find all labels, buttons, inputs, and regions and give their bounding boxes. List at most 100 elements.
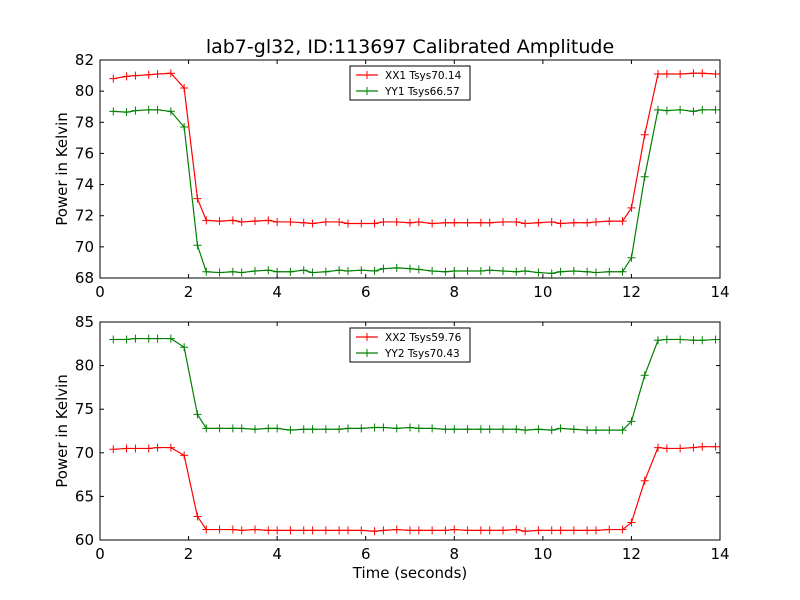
data-point [592,426,600,435]
x-tick-label: 6 [361,283,371,301]
x-tick-label: 14 [710,545,729,563]
data-point [654,105,662,114]
data-point [299,266,308,275]
data-point [676,335,685,344]
data-point [414,526,423,535]
data-point [463,266,472,275]
data-point [321,526,330,535]
data-point [344,424,352,433]
y-tick-label: 82 [75,51,94,69]
data-point [698,69,707,78]
data-point [153,105,162,114]
data-point [109,74,118,83]
data-point [676,105,685,114]
data-point [711,442,720,451]
data-point [618,426,627,435]
data-point [485,425,494,434]
data-point [166,107,175,116]
data-point [264,266,273,275]
data-point [180,451,189,460]
data-point [654,70,662,79]
data-point [109,107,118,116]
data-point [357,526,366,535]
x-axis-label: Time (seconds) [352,564,468,582]
data-point [499,217,507,226]
data-point [308,425,317,434]
data-point [122,108,131,117]
data-point [215,268,224,277]
y-axis-label: Power in Kelvin [53,374,71,488]
data-point [228,216,237,225]
data-point [131,106,140,115]
data-point [605,217,614,226]
data-point [583,267,592,276]
data-point [698,105,707,114]
data-point [153,70,162,79]
data-point [321,217,330,226]
data-point [605,525,614,534]
data-point [640,130,649,139]
y-tick-label: 80 [75,357,94,375]
data-point [228,525,237,534]
data-point [592,268,600,277]
data-point [357,266,366,275]
data-point [131,71,140,80]
data-point [357,219,366,228]
data-point [640,172,649,181]
data-point [534,425,543,434]
data-point [512,525,521,534]
data-point [512,217,521,226]
series-line [113,446,716,532]
data-point [534,268,543,277]
y-tick-label: 80 [75,82,94,100]
data-point [556,219,565,228]
x-tick-label: 14 [710,283,729,301]
data-point [583,218,592,227]
data-point [180,84,189,93]
data-point [251,217,259,226]
data-point [689,443,698,452]
data-point [450,525,459,534]
data-point [428,266,437,275]
data-point [109,445,118,454]
x-tick-label: 2 [184,283,194,301]
data-point [344,219,352,228]
data-point [379,264,388,273]
data-point [485,526,494,535]
data-point [344,526,352,535]
data-point [676,444,685,453]
data-point [166,334,175,343]
data-point [450,218,459,227]
data-point [406,264,414,273]
y-tick-label: 72 [75,207,94,225]
legend-entry: YY1 Tsys66.57 [384,86,460,98]
y-tick-label: 76 [75,144,94,162]
data-point [689,107,698,116]
data-point [335,425,344,434]
data-point [228,267,237,276]
data-point [476,218,485,227]
data-point [122,72,131,81]
data-point [689,69,698,78]
y-tick-label: 65 [75,487,94,505]
data-point [485,266,494,275]
data-point [428,526,437,535]
data-point [180,122,189,131]
data-point [592,217,600,226]
data-point [711,70,720,79]
data-point [662,335,671,344]
legend-box [349,327,471,363]
data-point [215,525,224,534]
data-point [428,219,437,228]
data-point [335,217,344,226]
data-point [547,526,556,535]
data-point [122,335,131,344]
data-point [286,267,295,276]
data-point [299,425,308,434]
data-point [534,218,543,227]
data-point [698,442,707,451]
data-point [463,526,472,535]
y-tick-label: 75 [75,400,94,418]
data-point [193,512,202,521]
data-point [379,217,388,226]
